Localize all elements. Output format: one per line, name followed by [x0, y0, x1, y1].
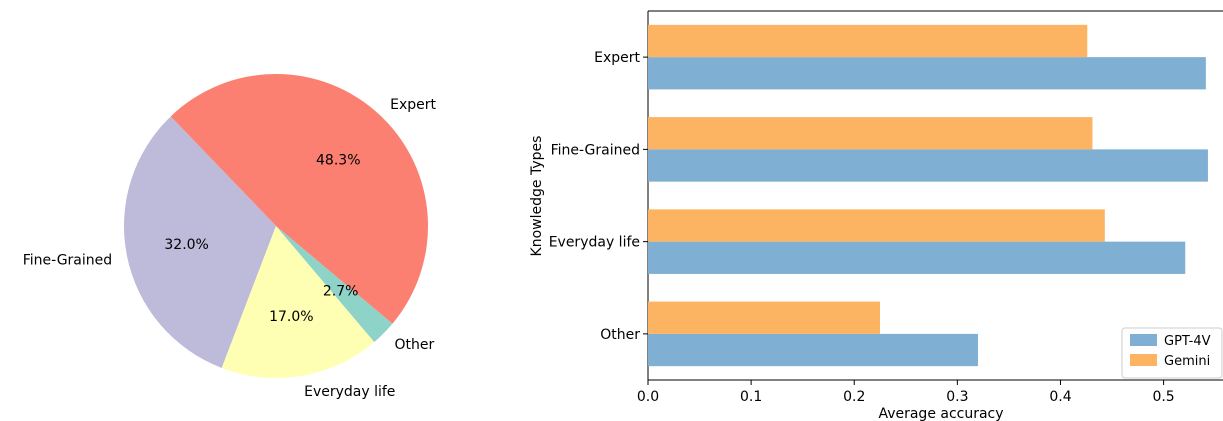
pie-pct-label: 17.0%	[269, 309, 313, 325]
legend-swatch-gpt-4v	[1130, 334, 1157, 346]
bar-gemini-other	[648, 301, 881, 334]
y-tick-label: Expert	[594, 50, 640, 66]
y-tick-label: Fine-Grained	[551, 142, 640, 158]
pie-pct-label: 2.7%	[323, 283, 359, 299]
pie-slice-other	[276, 226, 393, 342]
x-tick-label: 0.2	[843, 389, 865, 405]
pie-chart: 48.3% Expert 32.0% Fine-Grained 17.0% Everyda…	[23, 74, 437, 400]
x-tick-label: 0.4	[1049, 389, 1071, 405]
bar-gemini-fine-grained	[648, 117, 1093, 150]
pie-slice-fine-grained	[123, 116, 276, 368]
x-tick-label: 0.3	[946, 389, 968, 405]
pie-category-label: Everyday life	[304, 384, 395, 400]
legend: GPT-4V Gemini	[1121, 327, 1223, 379]
bar-gpt-4v-everyday-life	[648, 241, 1186, 274]
bar-gemini-everyday-life	[648, 209, 1105, 242]
y-axis-title: Knowledge Types	[529, 136, 545, 257]
x-tick-label: 0.5	[1152, 389, 1174, 405]
legend-label-gpt-4v: GPT-4V	[1164, 334, 1211, 349]
x-axis-title: Average accuracy	[878, 406, 1003, 421]
pie-pct-label: 48.3%	[316, 152, 360, 168]
pie-pct-label: 32.0%	[164, 237, 208, 253]
bar-gpt-4v-other	[648, 333, 978, 367]
bar-gemini-expert	[648, 24, 1088, 58]
pie-category-label: Other	[395, 337, 435, 353]
bar-gpt-4v-expert	[648, 57, 1206, 90]
legend-swatch-gemini	[1130, 354, 1157, 366]
legend-label-gemini: Gemini	[1164, 354, 1210, 369]
pie-slice-expert	[170, 74, 428, 324]
bar-chart: Other Everyday life Fine-Grained Expert 0.0 0…	[529, 10, 1223, 421]
pie-slice-everyday-life	[221, 226, 375, 378]
pie-category-label: Fine-Grained	[23, 252, 112, 268]
bar-gpt-4v-fine-grained	[648, 149, 1208, 182]
y-tick-label: Everyday life	[549, 235, 640, 251]
x-tick-label: 0.1	[740, 389, 762, 405]
y-tick-label: Other	[600, 327, 640, 343]
pie-category-label: Expert	[390, 97, 436, 113]
x-tick-label: 0.0	[637, 389, 659, 405]
